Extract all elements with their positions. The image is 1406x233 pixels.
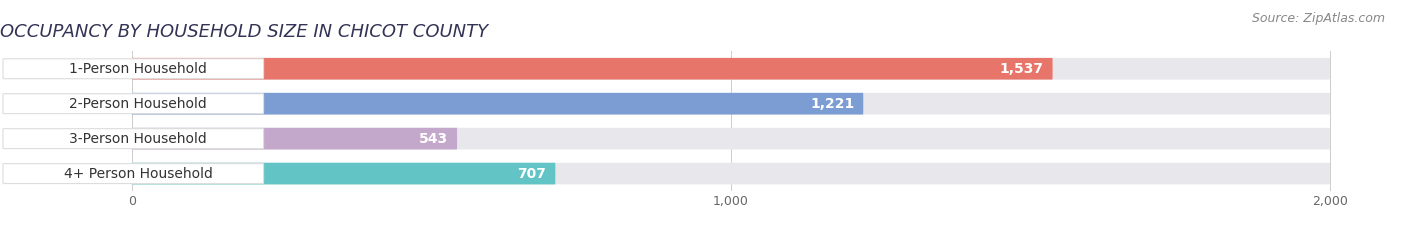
Text: 1,537: 1,537 — [1000, 62, 1043, 76]
FancyBboxPatch shape — [3, 59, 263, 79]
FancyBboxPatch shape — [132, 93, 1330, 115]
FancyBboxPatch shape — [132, 128, 457, 150]
FancyBboxPatch shape — [132, 58, 1053, 80]
Text: 1,221: 1,221 — [810, 97, 855, 111]
FancyBboxPatch shape — [132, 163, 555, 185]
FancyBboxPatch shape — [3, 164, 263, 184]
FancyBboxPatch shape — [3, 129, 263, 149]
FancyBboxPatch shape — [132, 58, 1330, 80]
Text: 3-Person Household: 3-Person Household — [69, 132, 207, 146]
Text: 707: 707 — [517, 167, 547, 181]
FancyBboxPatch shape — [132, 128, 1330, 150]
FancyBboxPatch shape — [132, 163, 1330, 185]
Text: OCCUPANCY BY HOUSEHOLD SIZE IN CHICOT COUNTY: OCCUPANCY BY HOUSEHOLD SIZE IN CHICOT CO… — [0, 23, 488, 41]
Text: Source: ZipAtlas.com: Source: ZipAtlas.com — [1251, 12, 1385, 25]
Text: 543: 543 — [419, 132, 449, 146]
Text: 4+ Person Household: 4+ Person Household — [63, 167, 212, 181]
FancyBboxPatch shape — [3, 94, 263, 114]
Text: 1-Person Household: 1-Person Household — [69, 62, 207, 76]
Text: 2-Person Household: 2-Person Household — [69, 97, 207, 111]
FancyBboxPatch shape — [132, 93, 863, 115]
